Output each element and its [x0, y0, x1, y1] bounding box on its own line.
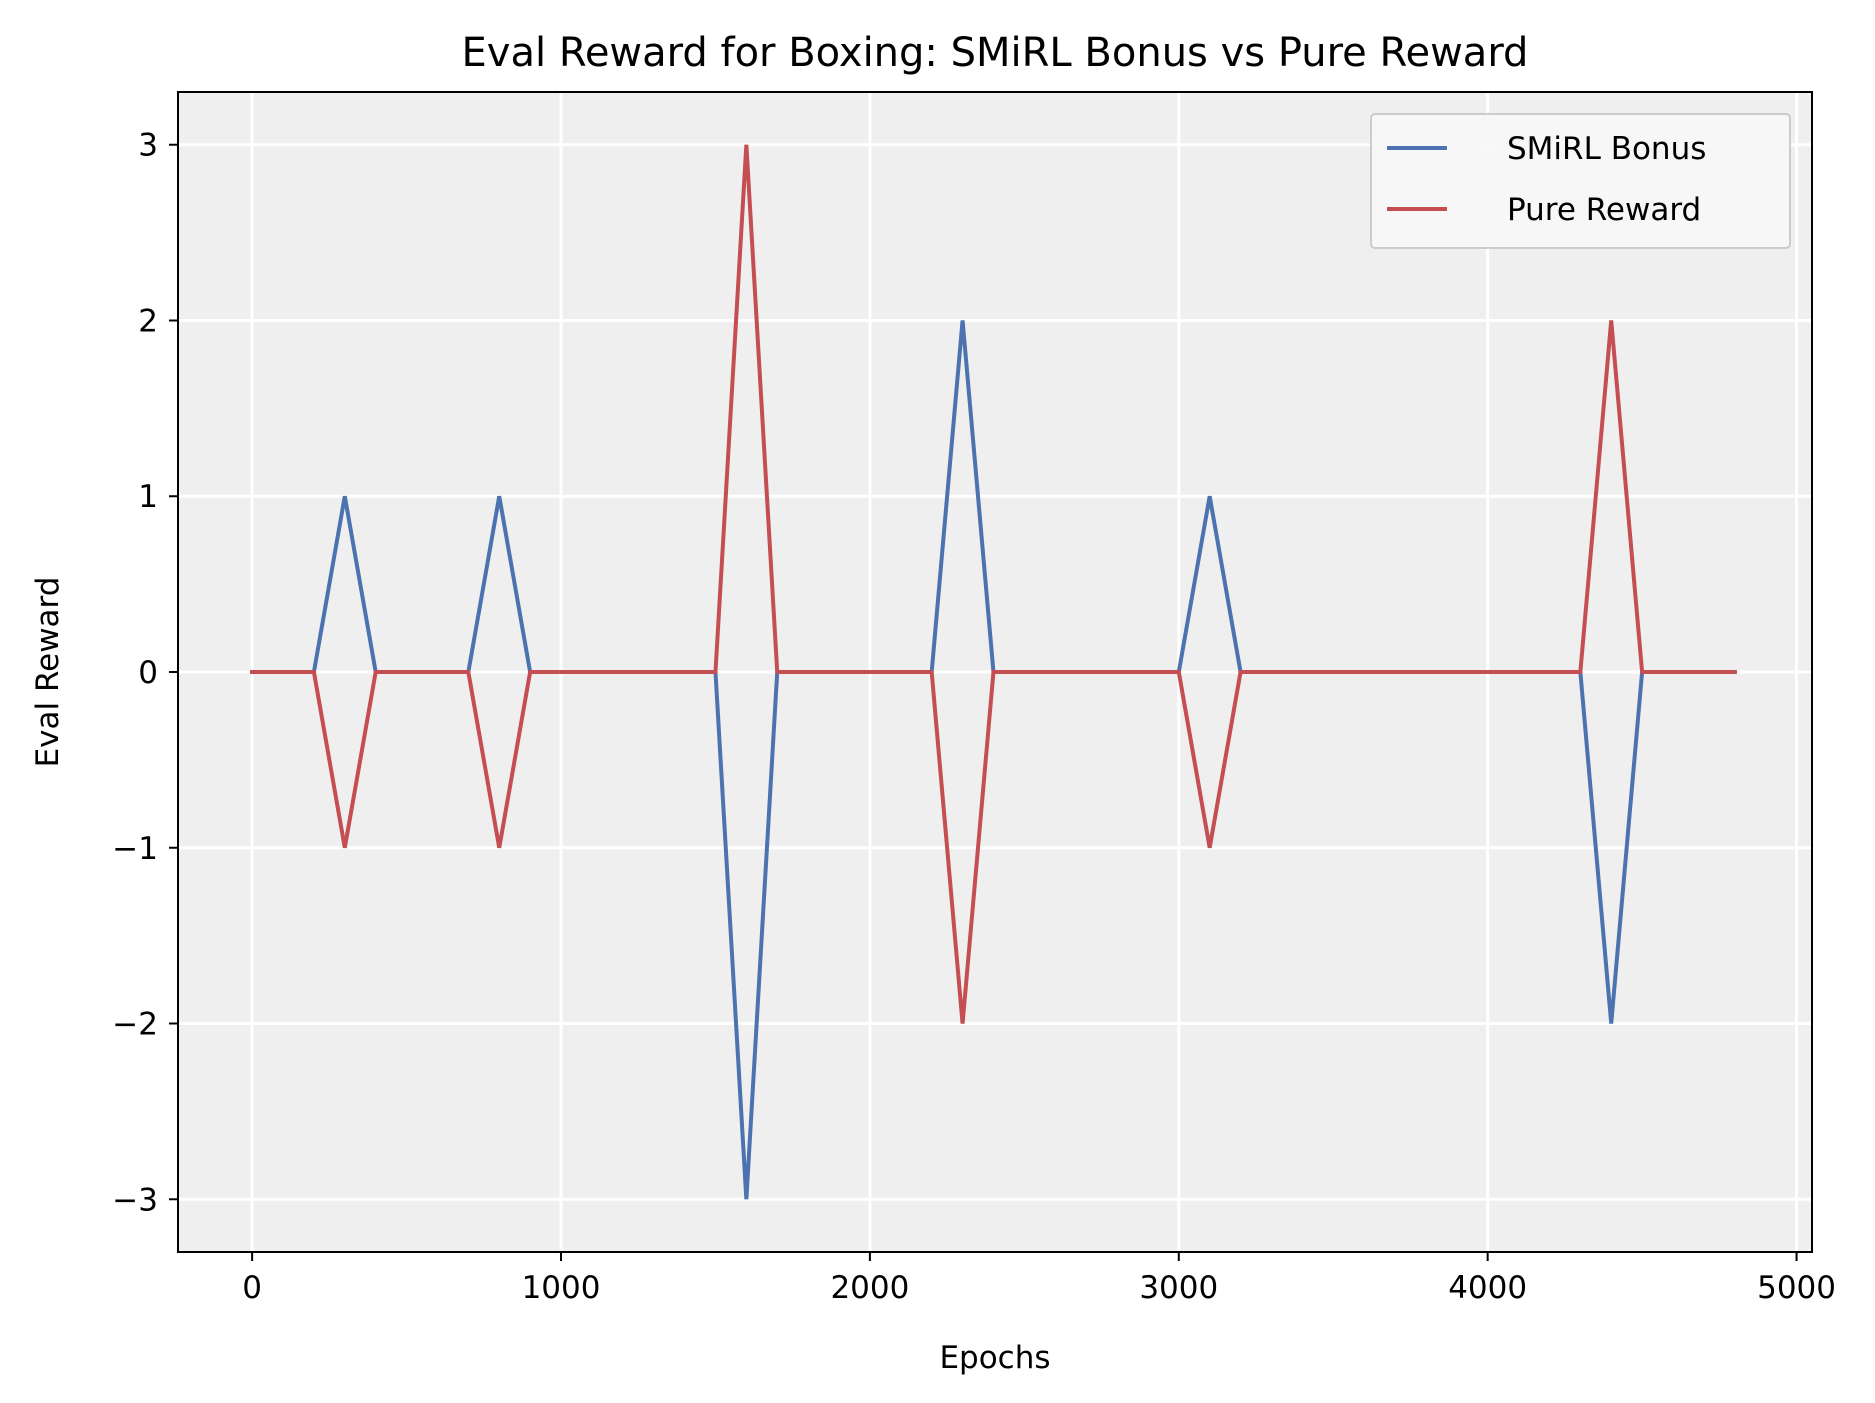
y-axis: −3 −2 −1 0 1 2 3 — [112, 128, 178, 1218]
y-tick-label: 0 — [138, 655, 158, 691]
legend-label-pure-reward: Pure Reward — [1507, 192, 1701, 228]
y-tick-label: 1 — [138, 479, 158, 515]
legend-box — [1370, 113, 1791, 249]
x-tick-label: 2000 — [830, 1270, 909, 1306]
legend: SMiRL Bonus Pure Reward — [1370, 113, 1791, 249]
series-line-pure-reward — [250, 144, 1737, 1024]
series-layer — [250, 144, 1737, 1200]
chart-title: Eval Reward for Boxing: SMiRL Bonus vs P… — [462, 30, 1529, 76]
x-tick-label: 5000 — [1757, 1270, 1836, 1306]
x-tick-label: 0 — [242, 1270, 262, 1306]
x-tick-label: 3000 — [1139, 1270, 1218, 1306]
y-tick-label: 3 — [138, 128, 158, 164]
x-axis: 0 1000 2000 3000 4000 5000 — [242, 1252, 1836, 1306]
y-tick-label: −1 — [112, 831, 158, 867]
y-tick-label: 2 — [138, 303, 158, 339]
y-tick-label: −2 — [112, 1007, 158, 1043]
x-tick-label: 4000 — [1448, 1270, 1527, 1306]
y-axis-label: Eval Reward — [30, 577, 66, 768]
x-tick-label: 1000 — [522, 1270, 601, 1306]
legend-label-smirl-bonus: SMiRL Bonus — [1507, 131, 1706, 167]
y-tick-label: −3 — [112, 1182, 158, 1218]
x-axis-label: Epochs — [939, 1340, 1050, 1376]
